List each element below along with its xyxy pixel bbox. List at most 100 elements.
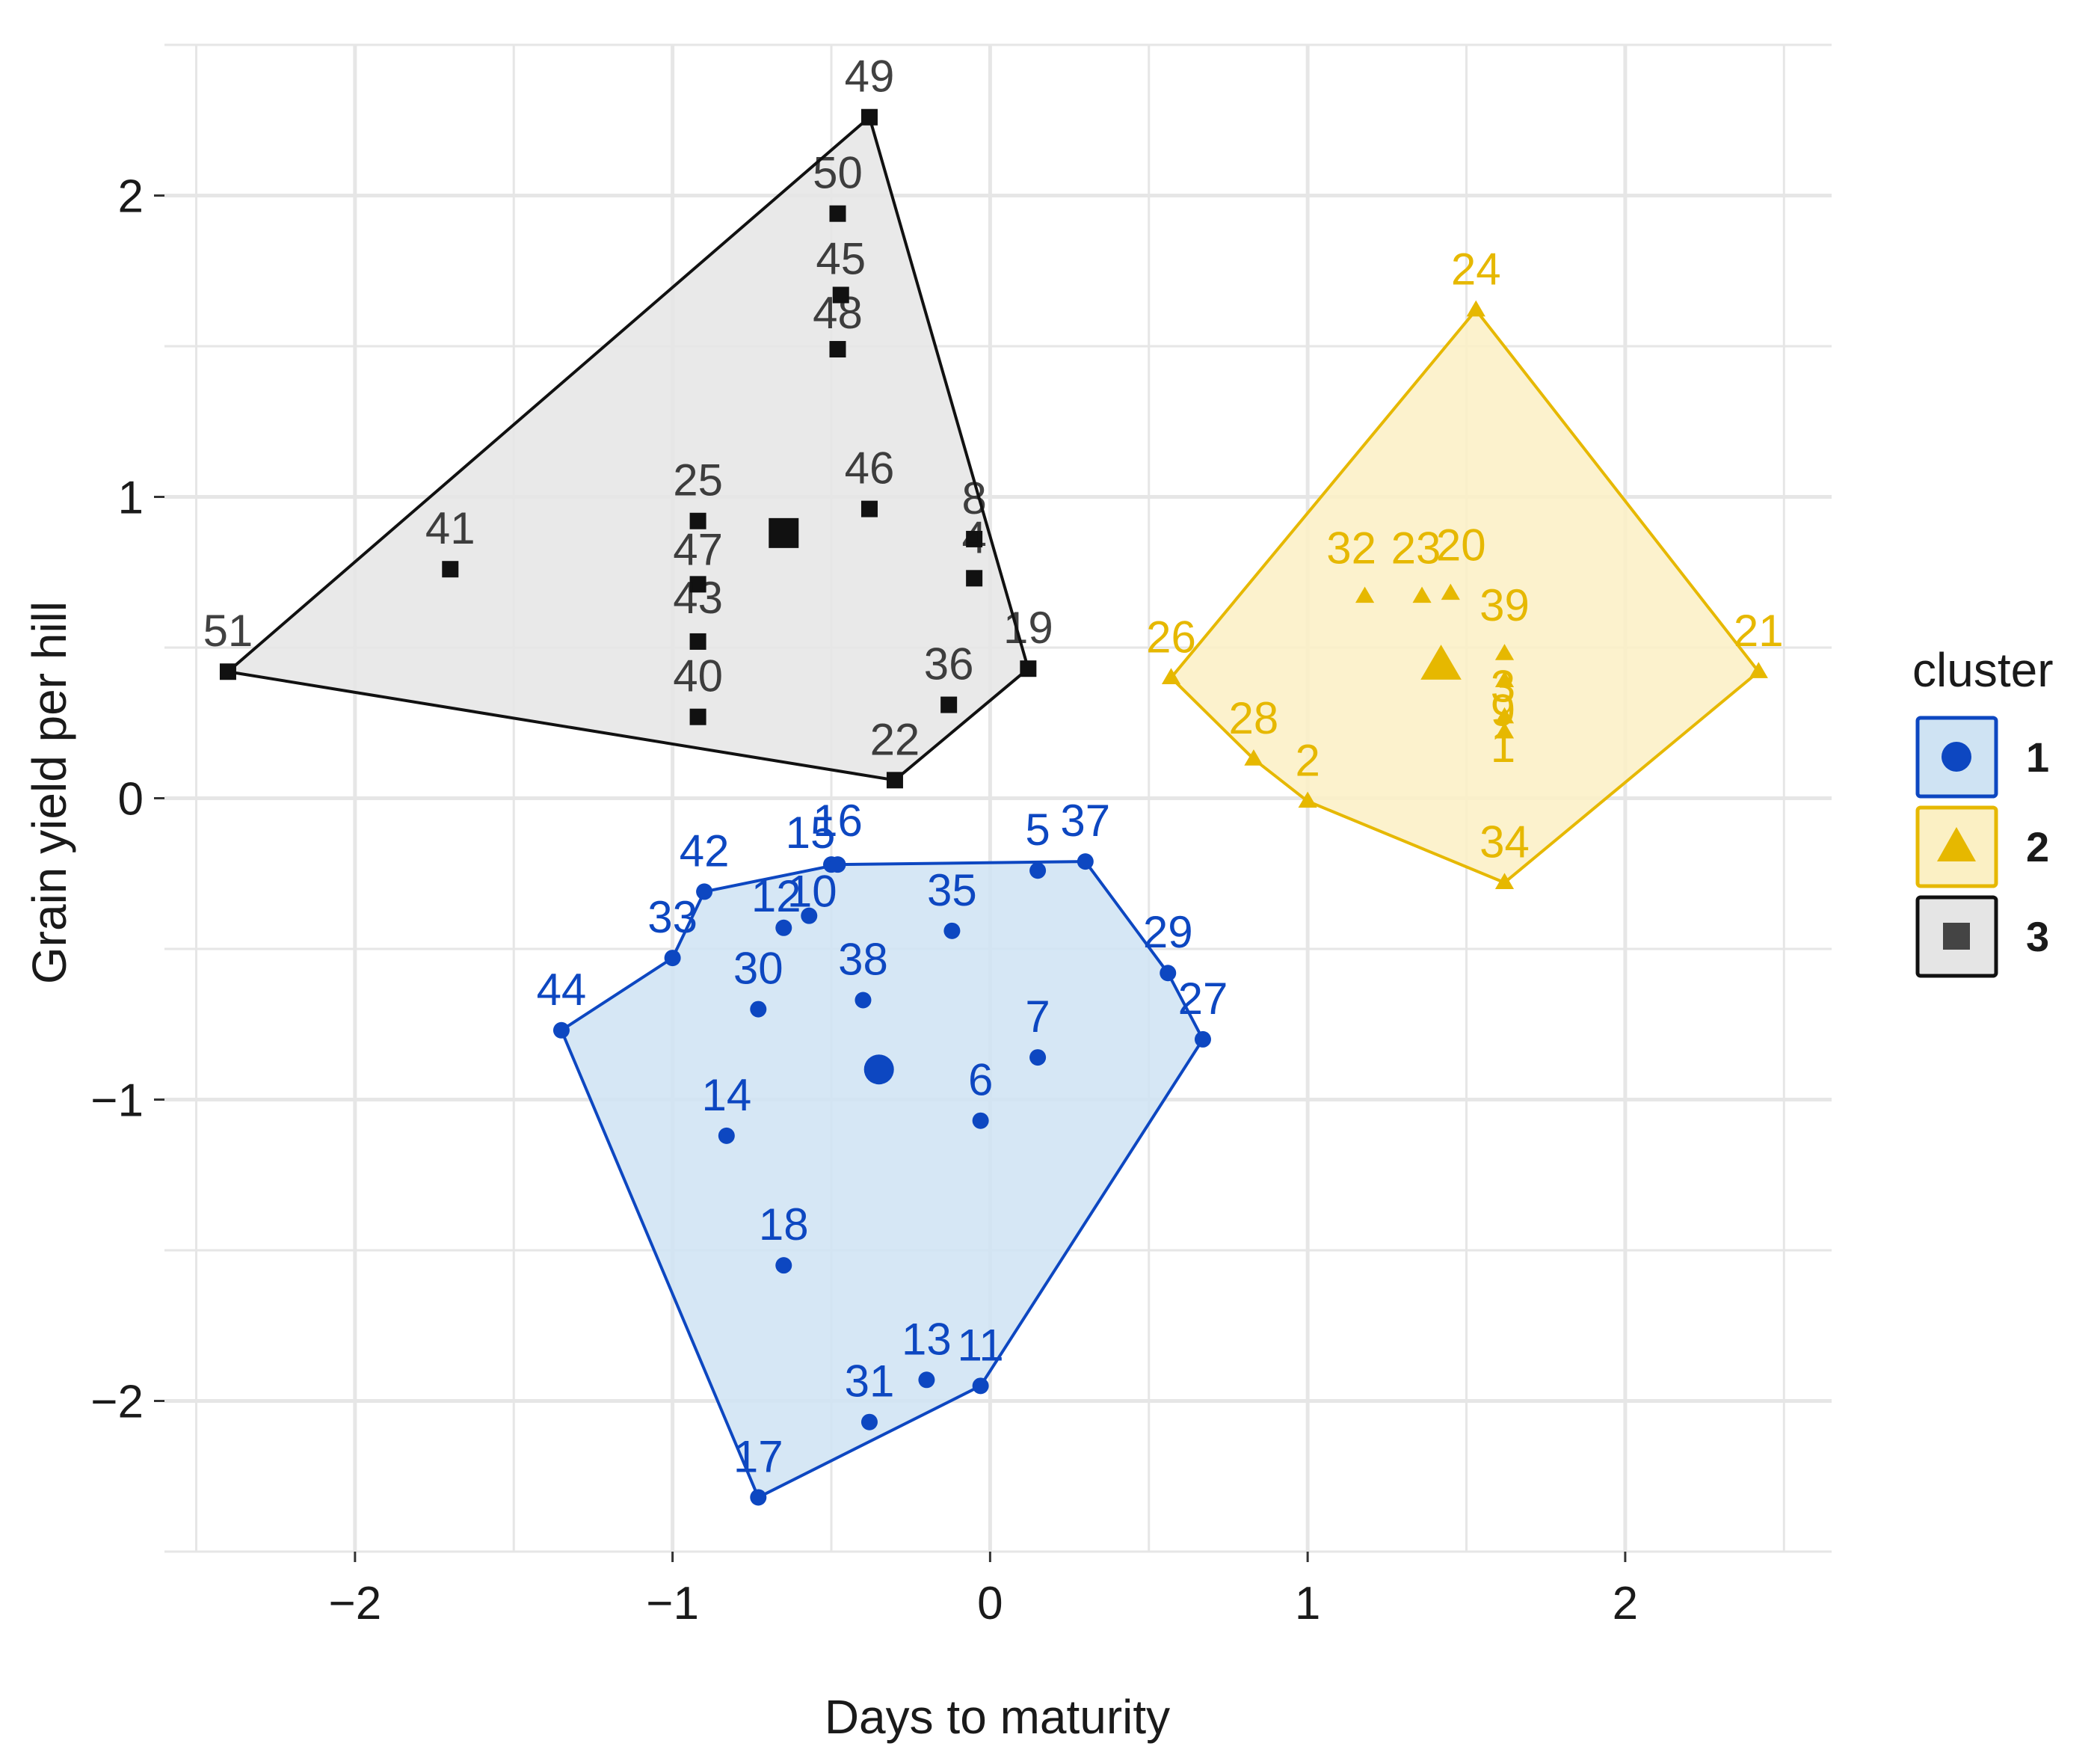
cluster-1-point [1029,862,1047,879]
cluster-3-point [442,561,459,578]
y-tick-label: −1 [90,1075,144,1127]
cluster-2-point [1494,707,1515,724]
cluster-2-point [1494,671,1515,687]
x-tick-label: 1 [1295,1578,1320,1629]
y-tick-label: −2 [90,1377,144,1428]
point-label: 15 [786,808,836,858]
cluster-1-point [1077,853,1094,870]
cluster-3-point [860,108,878,126]
cluster-3-hull [226,115,1030,782]
cluster-3-point [860,500,878,517]
point-label: 6 [968,1055,993,1105]
cluster-2-point [1355,586,1375,603]
cluster-1-point [750,1489,767,1506]
x-axis-title: Days to maturity [825,1690,1170,1744]
legend-label-1: 1 [2026,734,2049,781]
cluster-2-point [1749,662,1768,678]
point-label: 17 [733,1431,783,1481]
point-label: 39 [1479,580,1530,630]
point-label: 49 [845,52,895,102]
cluster-2-point [1466,300,1485,317]
point-label: 50 [813,148,863,198]
point-label: 47 [673,524,723,574]
cluster-3-point [966,570,983,587]
legend-marker-3 [1943,923,1970,950]
cluster-1-centroid [863,1054,894,1085]
point-label: 9 [1491,686,1515,736]
point-label: 16 [813,796,863,846]
point-label: 37 [1060,796,1110,846]
point-label: 45 [816,233,866,283]
x-tick-label: −2 [329,1578,382,1629]
y-tick-label: 0 [118,774,144,826]
cluster-3-point [689,576,706,593]
cluster-2-point [1244,749,1263,766]
cluster-1-point [552,1021,570,1039]
point-label: 40 [673,651,723,701]
point-label: 31 [845,1356,895,1407]
point-label: 36 [924,639,974,689]
cluster-1-point [775,1257,792,1274]
point-label: 8 [961,473,986,523]
y-axis-title: Grain yield per hill [22,601,76,984]
point-label: 32 [1326,523,1376,573]
cluster-3-point [829,341,846,358]
point-label: 4 [961,512,986,562]
point-label: 19 [1003,603,1053,653]
cluster-1-point [750,1001,767,1018]
point-label: 35 [927,865,977,915]
point-label: 44 [537,965,587,1015]
point-label: 38 [838,935,888,985]
cluster-1-point [801,907,818,924]
point-label: 14 [701,1070,751,1120]
cluster-1-point [855,992,872,1009]
cluster-2-point [1298,791,1317,808]
cluster-2-point [1494,722,1515,739]
point-label: 10 [787,867,837,917]
cluster-2-centroid [1420,645,1462,680]
legend-marker-2 [1937,827,1976,861]
point-label: 11 [957,1320,1003,1370]
point-label: 18 [759,1199,809,1250]
cluster-2-point [1494,644,1515,660]
point-label: 22 [870,714,920,764]
point-label: 7 [1025,992,1050,1042]
cluster-2-point [1412,586,1432,603]
point-label: 1 [1491,722,1515,772]
x-tick-label: −1 [646,1578,699,1629]
cluster-1-point [1160,965,1177,982]
legend-marker-1 [1942,742,1971,772]
cluster-3-point [966,530,983,547]
legend-label-2: 2 [2026,823,2049,870]
legend-title: cluster [1912,643,2054,697]
cluster-hulls [226,115,1761,1499]
point-label: 12 [751,871,801,921]
point-label: 34 [1479,817,1530,867]
point-label: 27 [1178,974,1228,1024]
cluster-3-point [886,772,903,789]
point-label: 23 [1391,523,1441,573]
cluster-1-point [918,1371,935,1389]
cluster-1-point [664,950,681,967]
cluster-3-point [832,286,849,304]
cluster-2-point [1161,668,1181,684]
point-label: 25 [673,455,723,505]
cluster-3-centroid [769,517,799,548]
point-label: 21 [1734,606,1784,656]
point-label: 2 [1295,736,1320,786]
point-label: 28 [1229,693,1279,743]
point-label: 33 [647,892,698,942]
legend-label-3: 3 [2026,913,2049,960]
y-tick-label: 2 [118,171,144,223]
point-label: 42 [680,826,730,876]
cluster-1-point [972,1377,989,1395]
point-label: 46 [845,443,895,494]
cluster-3-point [829,205,846,222]
cluster-3-point [689,512,706,529]
point-label: 29 [1143,907,1193,957]
cluster-1-point [1029,1049,1047,1066]
cluster-1-point [696,883,713,900]
